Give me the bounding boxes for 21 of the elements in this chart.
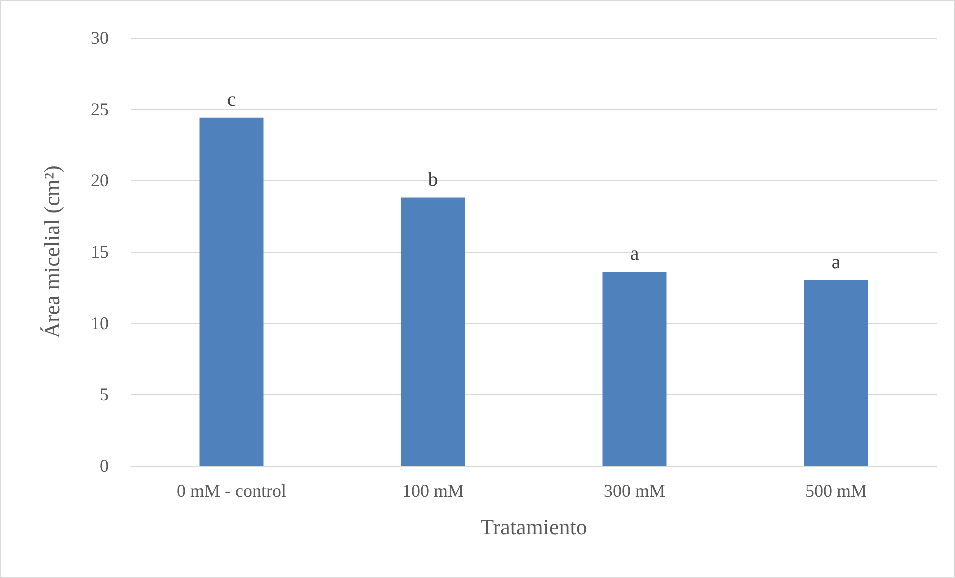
bar	[804, 280, 868, 466]
y-tick-label: 25	[91, 99, 109, 120]
y-tick-label: 30	[91, 28, 109, 48]
y-tick-label: 0	[100, 456, 109, 476]
annotation: c	[227, 88, 236, 111]
annotation: a	[832, 252, 841, 274]
annotation: b	[428, 168, 438, 191]
annotation: a	[630, 242, 640, 265]
x-tick-label: 500 mM	[805, 481, 868, 501]
y-tick-label: 20	[91, 170, 109, 191]
x-axis-title: Tratamiento	[480, 514, 588, 540]
y-tick-label: 10	[91, 313, 109, 334]
y-axis-title: Área micelial (cm²)	[40, 166, 64, 338]
x-tick-label: 0 mM - control	[177, 481, 286, 501]
bar	[401, 198, 466, 466]
y-tick-label: 15	[91, 242, 109, 262]
x-tick-label: 300 mM	[604, 481, 666, 501]
bar	[602, 272, 667, 466]
x-tick-label: 100 mM	[402, 481, 464, 501]
bar	[200, 118, 264, 466]
y-tick-label: 5	[100, 384, 109, 405]
